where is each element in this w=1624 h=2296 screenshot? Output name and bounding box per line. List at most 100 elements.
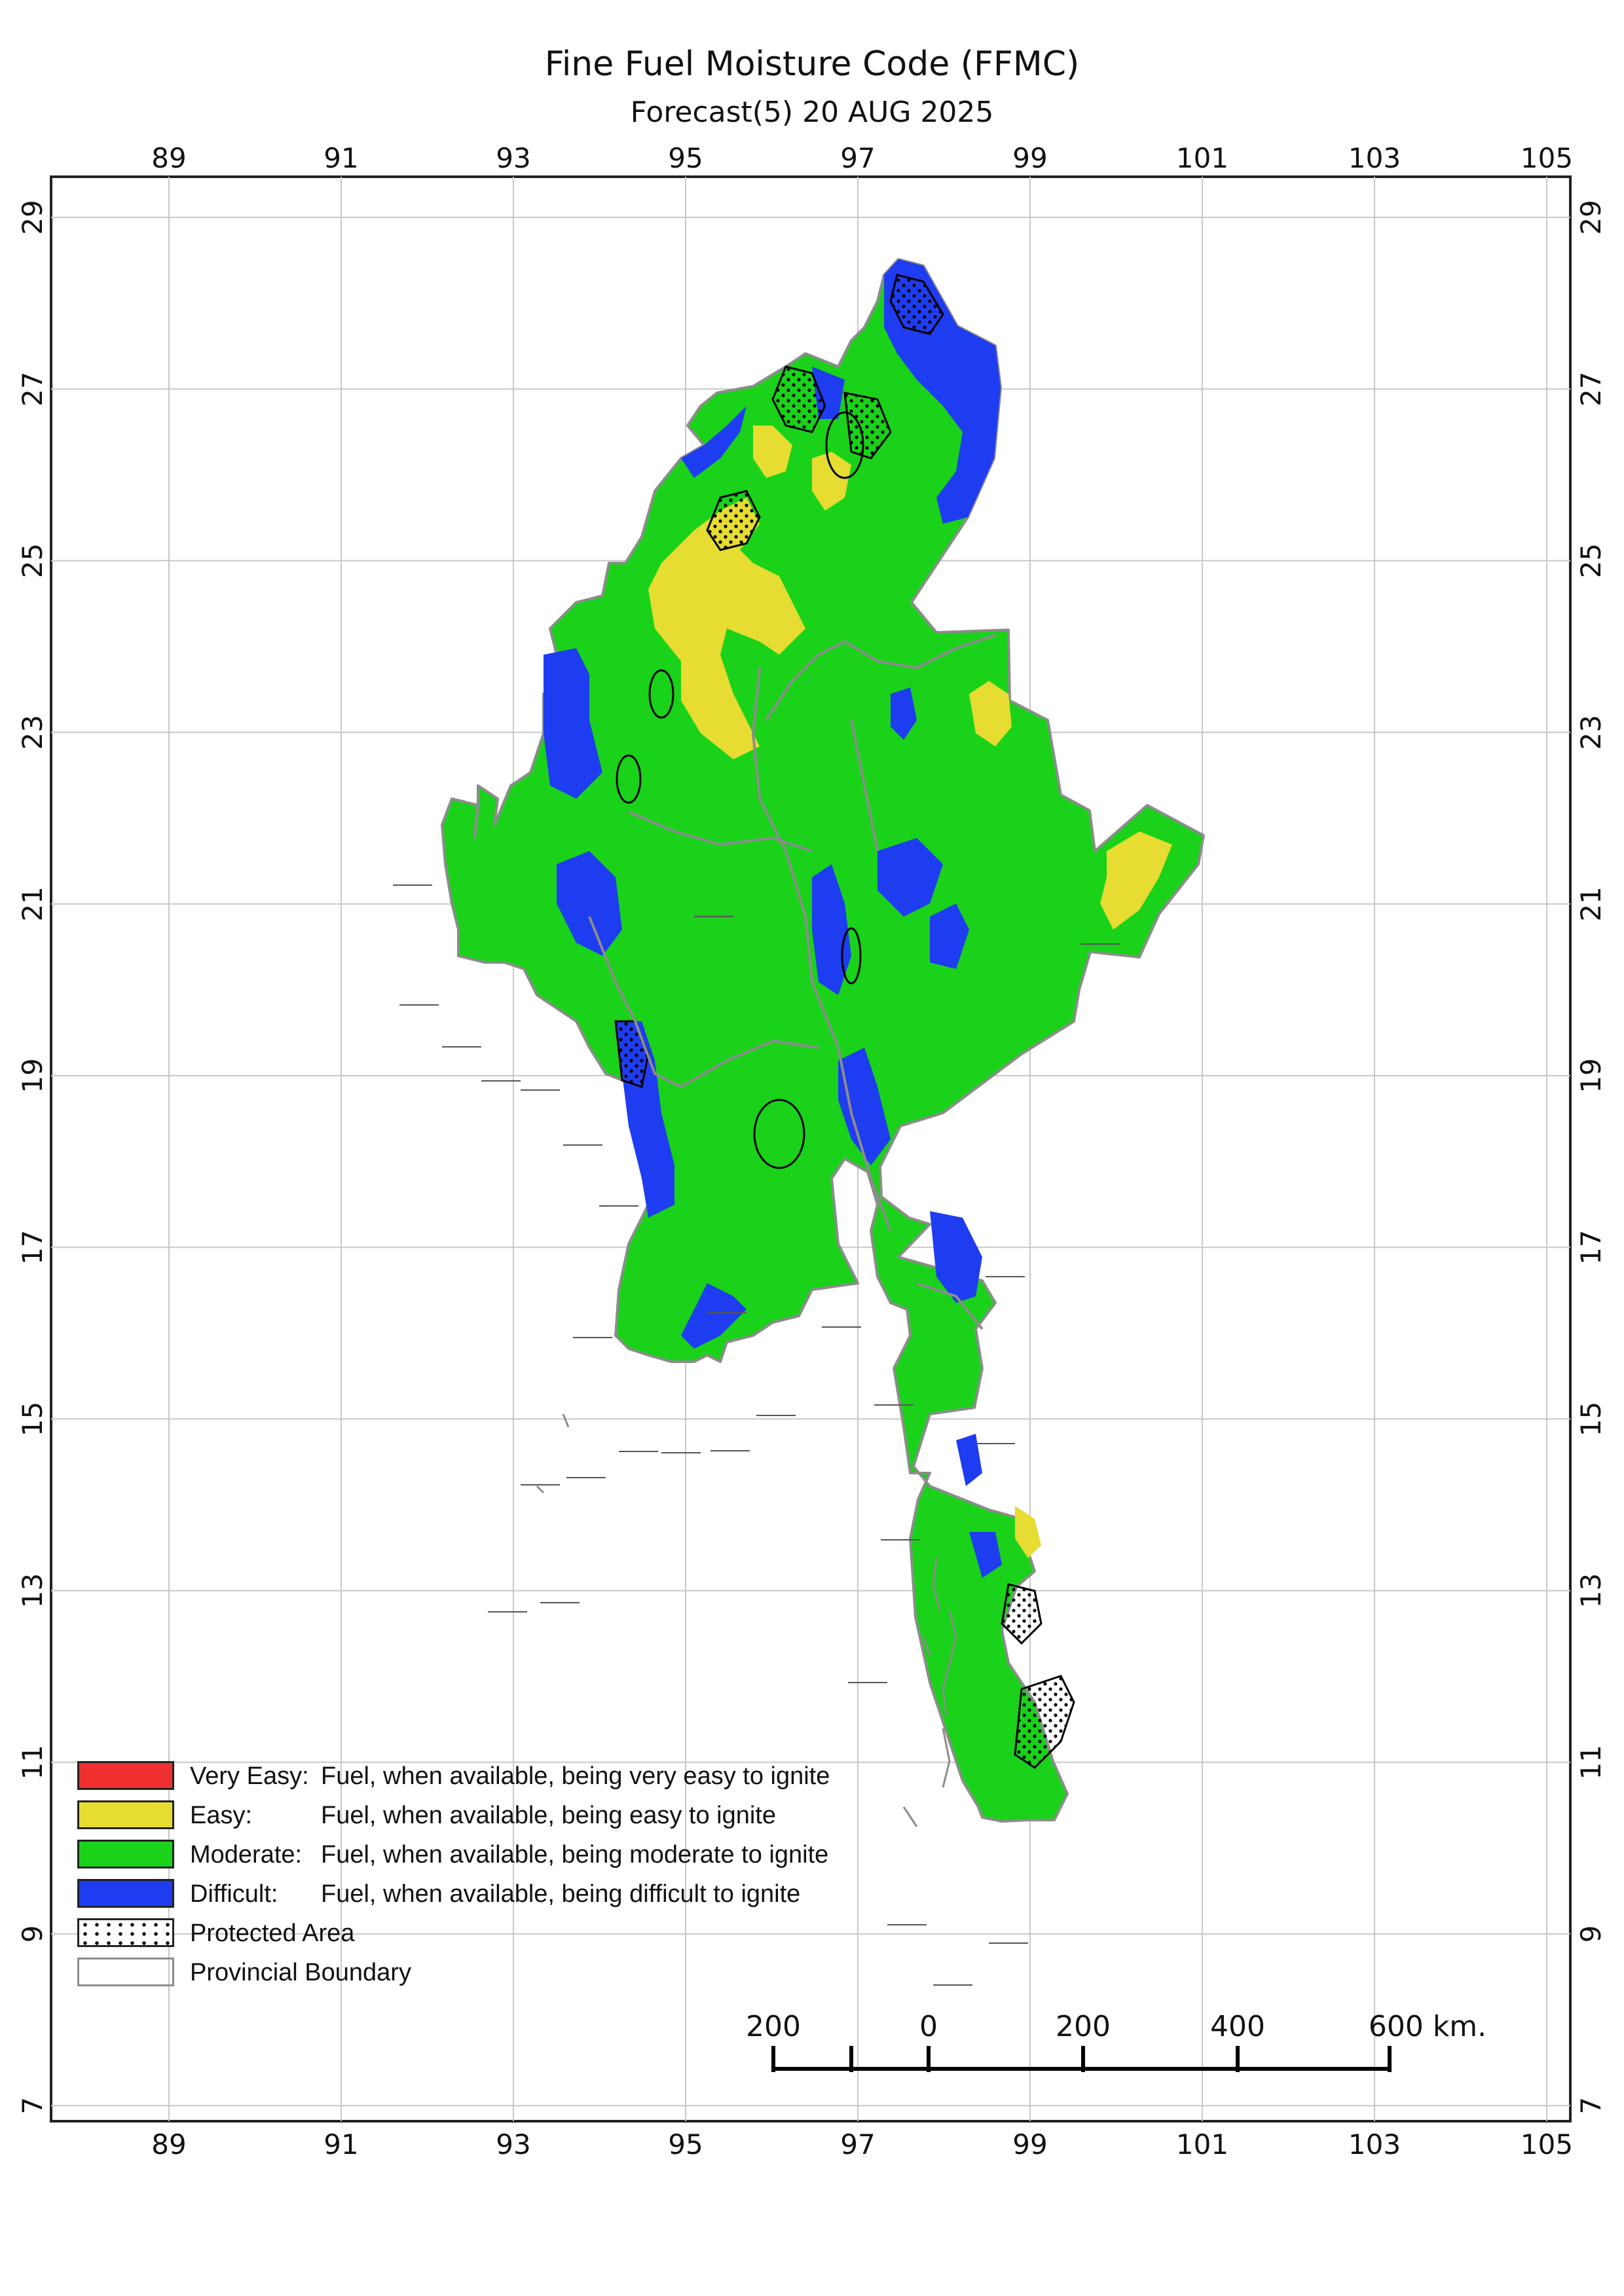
legend-swatch bbox=[77, 1800, 174, 1829]
latitude-tick-label: 27 bbox=[1575, 371, 1607, 406]
legend-class: Easy: bbox=[190, 1802, 253, 1829]
longitude-tick-label: 97 bbox=[840, 2128, 875, 2160]
scale-label: 200 bbox=[746, 2010, 801, 2043]
protected-area bbox=[889, 274, 944, 335]
easy-zone bbox=[648, 498, 805, 759]
longitude-tick-label: 89 bbox=[151, 142, 186, 174]
protected-outline bbox=[825, 411, 864, 479]
difficult-zone bbox=[877, 838, 943, 917]
boundary-swatch bbox=[77, 1958, 174, 1986]
legend-item-very-easy: Very Easy: Fuel, when available, being v… bbox=[77, 1758, 929, 1793]
latitude-tick-label: 17 bbox=[1575, 1230, 1607, 1264]
longitude-tick-label: 89 bbox=[151, 2128, 186, 2160]
map-subtitle: Forecast(5) 20 AUG 2025 bbox=[630, 96, 994, 129]
difficult-zone bbox=[930, 903, 969, 969]
latitude-tick-label: 11 bbox=[1575, 1745, 1607, 1779]
protected-area bbox=[706, 490, 761, 551]
difficult-zone bbox=[891, 687, 917, 740]
difficult-zone bbox=[930, 1211, 982, 1303]
longitude-tick-label: 105 bbox=[1521, 142, 1573, 174]
latitude-tick-label: 21 bbox=[1575, 886, 1607, 921]
longitude-tick-label: 103 bbox=[1348, 2128, 1401, 2160]
difficult-zone bbox=[956, 1434, 982, 1486]
latitude-tick-label: 7 bbox=[1575, 2097, 1607, 2115]
legend-label: Protected Area bbox=[190, 1920, 355, 1947]
protected-area-swatch bbox=[77, 1918, 174, 1947]
legend-class: Moderate: bbox=[190, 1841, 303, 1868]
provincial-boundaries bbox=[588, 634, 996, 1330]
easy-zone bbox=[969, 681, 1012, 746]
latitude-tick-label: 9 bbox=[1575, 1925, 1607, 1943]
protected-outline bbox=[841, 927, 862, 985]
latitude-tick-label: 27 bbox=[16, 371, 48, 406]
legend-description: Fuel, when available, being moderate to … bbox=[321, 1841, 829, 1868]
latitude-tick-label: 21 bbox=[16, 886, 48, 921]
latitude-tick-label: 15 bbox=[1575, 1402, 1607, 1436]
easy-zone bbox=[1100, 831, 1172, 930]
offshore-markers bbox=[393, 884, 1120, 1986]
legend-description: Fuel, when available, being easy to igni… bbox=[321, 1802, 777, 1829]
legend-label: Provincial Boundary bbox=[190, 1959, 411, 1986]
difficult-zone bbox=[544, 648, 602, 799]
legend-swatch bbox=[77, 1879, 174, 1908]
difficult-zone bbox=[838, 1048, 891, 1165]
coastal-islands bbox=[536, 1413, 957, 1827]
protected-outline bbox=[648, 669, 674, 719]
latitude-tick-label: 15 bbox=[16, 1402, 48, 1436]
latitude-tick-label: 19 bbox=[16, 1058, 48, 1093]
latitude-tick-label: 19 bbox=[1575, 1058, 1607, 1093]
legend-item-difficult: Difficult: Fuel, when available, being d… bbox=[77, 1876, 929, 1910]
longitude-tick-label: 95 bbox=[668, 142, 703, 174]
legend-description: Fuel, when available, being very easy to… bbox=[321, 1762, 830, 1790]
easy-zone bbox=[1015, 1506, 1041, 1558]
provincial-boundary bbox=[588, 916, 819, 1089]
longitude-tick-label: 95 bbox=[668, 2128, 703, 2160]
latitude-tick-label: 11 bbox=[16, 1745, 48, 1779]
legend-swatch bbox=[77, 1840, 174, 1868]
easy-zone bbox=[753, 426, 792, 478]
latitude-tick-label: 13 bbox=[1575, 1573, 1607, 1608]
longitude-tick-label: 91 bbox=[323, 2128, 358, 2160]
difficult-zone bbox=[681, 406, 747, 478]
difficult-zone bbox=[969, 1532, 1002, 1578]
longitude-tick-label: 93 bbox=[496, 142, 530, 174]
legend-item-easy: Easy: Fuel, when available, being easy t… bbox=[77, 1798, 929, 1832]
longitude-tick-label: 101 bbox=[1176, 2128, 1228, 2160]
protected-outline bbox=[616, 754, 642, 804]
tick-labels: 8989919193939595979799991011011031031051… bbox=[16, 142, 1607, 2160]
easy-zones bbox=[648, 426, 1172, 1558]
protected-areas bbox=[614, 274, 1075, 1769]
longitude-tick-label: 105 bbox=[1521, 2128, 1573, 2160]
protected-area bbox=[843, 392, 892, 460]
scale-label: 0 bbox=[919, 2010, 938, 2043]
latitude-tick-label: 13 bbox=[16, 1573, 48, 1608]
difficult-zone bbox=[681, 1283, 747, 1349]
scale-label: 600 km. bbox=[1369, 2010, 1486, 2043]
latitude-tick-label: 23 bbox=[16, 715, 48, 750]
legend-class: Difficult: bbox=[190, 1880, 278, 1908]
latitude-tick-label: 7 bbox=[16, 2097, 48, 2115]
provincial-boundary bbox=[628, 811, 813, 852]
legend-item-provincial-boundary: Provincial Boundary bbox=[77, 1955, 929, 1989]
longitude-tick-label: 99 bbox=[1012, 2128, 1047, 2160]
difficult-zone bbox=[557, 851, 622, 956]
protected-outline bbox=[753, 1099, 805, 1169]
map-title: Fine Fuel Moisture Code (FFMC) bbox=[544, 45, 1080, 84]
provincial-boundary bbox=[916, 1282, 984, 1330]
longitude-tick-label: 103 bbox=[1348, 142, 1401, 174]
scale-bar-labels: 200 0 200 400 600 km. bbox=[746, 2010, 1486, 2043]
provincial-boundary bbox=[751, 667, 892, 1231]
latitude-tick-label: 9 bbox=[16, 1925, 48, 1943]
latitude-tick-label: 29 bbox=[1575, 200, 1607, 234]
protected-area bbox=[771, 365, 826, 433]
legend-description: Fuel, when available, being difficult to… bbox=[321, 1880, 801, 1908]
latitude-tick-label: 23 bbox=[1575, 715, 1607, 750]
longitude-tick-label: 99 bbox=[1012, 142, 1047, 174]
protected-area bbox=[1001, 1583, 1043, 1645]
provincial-boundary bbox=[765, 634, 996, 721]
easy-zone bbox=[812, 452, 851, 511]
legend-item-moderate: Moderate: Fuel, when available, being mo… bbox=[77, 1837, 929, 1871]
longitude-tick-label: 97 bbox=[840, 142, 875, 174]
longitude-tick-label: 91 bbox=[323, 142, 358, 174]
